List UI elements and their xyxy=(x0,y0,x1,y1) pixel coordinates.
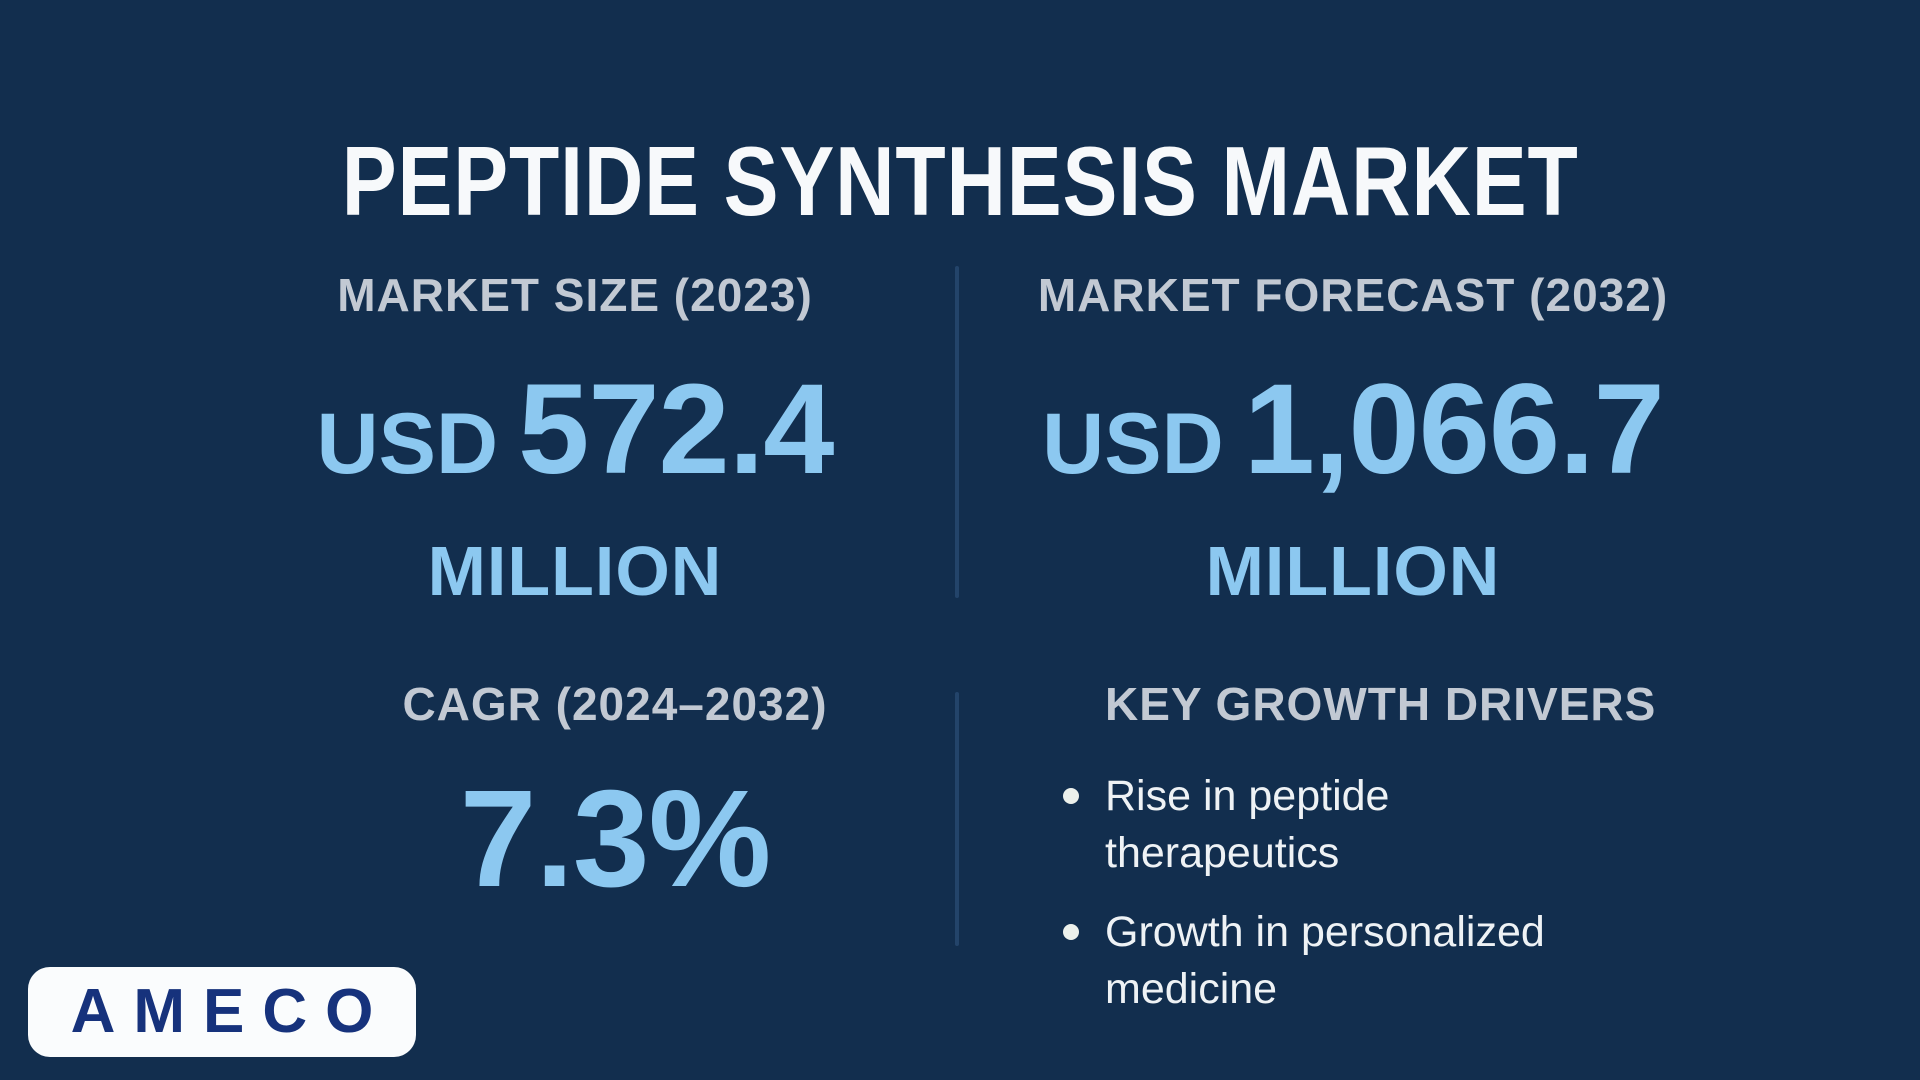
list-item: Rise in peptide therapeutics xyxy=(1063,768,1743,882)
growth-driver-text: Rise in peptide therapeutics xyxy=(1105,771,1390,877)
cagr-section: CAGR (2024–2032) 7.3% xyxy=(265,679,965,951)
bullet-icon xyxy=(1063,923,1079,940)
growth-drivers-section: KEY GROWTH DRIVERS Rise in peptide thera… xyxy=(1063,679,1743,1040)
cagr-label: CAGR (2024–2032) xyxy=(402,678,828,730)
market-size-value: USD 572.4 xyxy=(225,364,925,534)
market-forecast-number: 1,066.7 xyxy=(1243,357,1665,501)
market-forecast-value: USD 1,066.7 xyxy=(1003,364,1703,534)
market-forecast-currency: USD xyxy=(1042,395,1224,492)
market-size-section: MARKET SIZE (2023) USD 572.4 MILLION xyxy=(225,270,925,606)
ameco-logo-text: AMECO xyxy=(70,977,392,1046)
page-title: PEPTIDE SYNTHESIS MARKET xyxy=(0,132,1920,230)
market-size-currency: USD xyxy=(316,395,499,492)
growth-drivers-list: Rise in peptide therapeutics Growth in p… xyxy=(1063,768,1743,1018)
vertical-divider-top xyxy=(955,266,959,598)
growth-drivers-label: KEY GROWTH DRIVERS xyxy=(1105,678,1657,730)
bullet-icon xyxy=(1063,787,1079,804)
growth-driver-text: Growth in personalized medicine xyxy=(1105,907,1545,1013)
vertical-divider-bottom xyxy=(955,692,959,946)
market-size-number: 572.4 xyxy=(518,357,834,501)
list-item: Growth in personalized medicine xyxy=(1063,904,1743,1018)
market-size-unit: MILLION xyxy=(427,531,723,610)
page-title-text: PEPTIDE SYNTHESIS MARKET xyxy=(341,125,1579,236)
cagr-number: 7.3% xyxy=(459,761,772,916)
market-forecast-label: MARKET FORECAST (2032) xyxy=(1037,269,1669,321)
market-forecast-section: MARKET FORECAST (2032) USD 1,066.7 MILLIO… xyxy=(1003,270,1703,606)
market-size-label: MARKET SIZE (2023) xyxy=(337,269,813,321)
cagr-value: 7.3% xyxy=(265,770,965,951)
market-forecast-unit: MILLION xyxy=(1205,531,1501,610)
ameco-logo: AMECO xyxy=(28,967,416,1057)
